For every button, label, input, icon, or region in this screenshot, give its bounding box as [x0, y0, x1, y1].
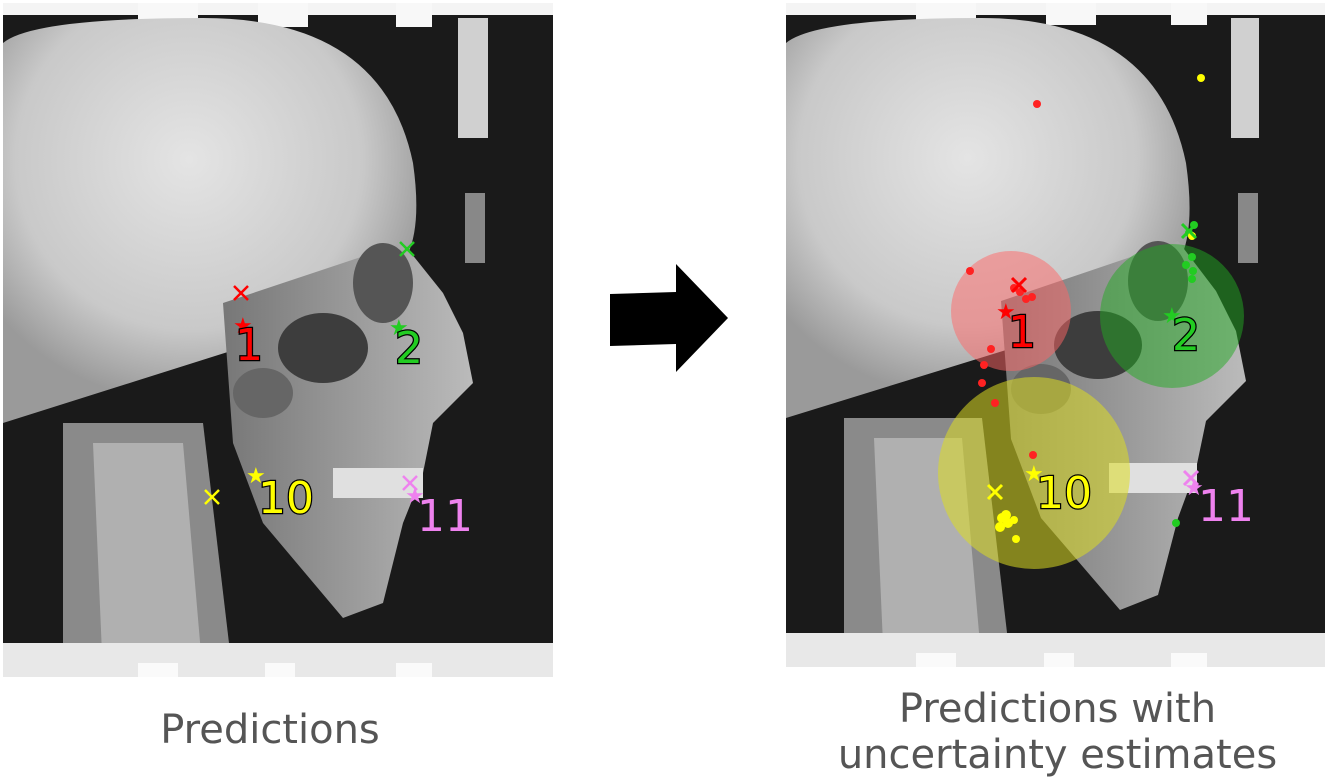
landmark-1-cross-marker	[1010, 276, 1028, 294]
uncertainty-panel: ★ 1 ★ 2 ★ 10 ★ 11	[786, 3, 1325, 667]
landmark-1-uncertainty-circle	[951, 251, 1071, 371]
landmark-1-samples	[966, 100, 1041, 459]
landmark-11-star-marker: ★	[1184, 476, 1204, 501]
caption-predictions-uncertainty: Predictions with uncertainty estimates	[790, 686, 1325, 778]
landmark-1-cross-marker	[233, 285, 249, 301]
landmark-1-star-marker: ★	[996, 300, 1016, 325]
xray-image-left: ★ 1 ★ 2 ★ 10 ★ 11	[3, 3, 553, 677]
landmark-1-label: 1	[1008, 307, 1036, 358]
landmark-2-star-marker: ★	[1162, 304, 1182, 329]
caption-predictions-text: Predictions	[160, 707, 380, 753]
landmark-10-cross-marker	[986, 483, 1004, 501]
landmark-2-cross-marker	[1180, 222, 1198, 240]
landmark-11-label: 11	[1198, 481, 1254, 532]
caption-line-1: Predictions with	[898, 686, 1217, 732]
landmark-10-star-marker: ★	[246, 464, 266, 489]
landmark-2-cross-marker	[399, 241, 415, 257]
caption-predictions: Predictions	[50, 707, 490, 753]
landmark-1-label: 1	[235, 320, 263, 371]
predictions-panel: ★ 1 ★ 2 ★ 10 ★ 11	[3, 3, 553, 677]
landmark-2-uncertainty-circle	[1100, 244, 1244, 388]
landmark-11-label: 11	[417, 491, 473, 542]
landmark-10-uncertainty-circle	[938, 377, 1130, 569]
caption-line-2: uncertainty estimates	[837, 732, 1278, 778]
landmark-11-cross-marker	[1182, 469, 1200, 487]
right-arrow-icon	[610, 264, 728, 372]
landmark-2-star-marker: ★	[389, 316, 409, 341]
landmark-2-label: 2	[395, 323, 423, 374]
landmark-11-star-marker: ★	[405, 484, 425, 509]
landmark-10-star-marker: ★	[1024, 462, 1044, 487]
xray-image-right: ★ 1 ★ 2 ★ 10 ★ 11	[786, 3, 1325, 667]
landmark-10-label: 10	[1036, 468, 1092, 519]
landmark-11-cross-marker	[402, 475, 418, 491]
landmark-10-samples	[995, 74, 1205, 543]
landmark-1-star-marker: ★	[233, 314, 253, 339]
landmark-10-cross-marker	[204, 489, 220, 505]
landmark-2-label: 2	[1172, 310, 1200, 361]
landmark-10-label: 10	[258, 473, 314, 524]
